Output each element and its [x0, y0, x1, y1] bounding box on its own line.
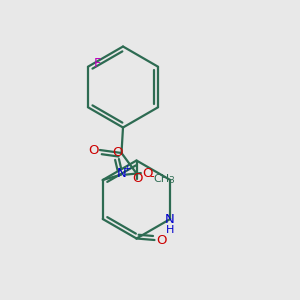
Text: H: H — [166, 225, 174, 236]
Text: -: - — [150, 170, 154, 183]
Text: CH: CH — [154, 173, 170, 184]
Text: O: O — [142, 167, 153, 180]
Text: O: O — [156, 233, 166, 247]
Text: 3: 3 — [168, 176, 174, 185]
Text: F: F — [93, 57, 101, 70]
Text: O: O — [132, 172, 142, 185]
Text: N: N — [165, 212, 175, 226]
Text: O: O — [112, 146, 123, 159]
Text: +: + — [123, 164, 130, 172]
Text: N: N — [117, 167, 127, 180]
Text: O: O — [88, 143, 98, 157]
